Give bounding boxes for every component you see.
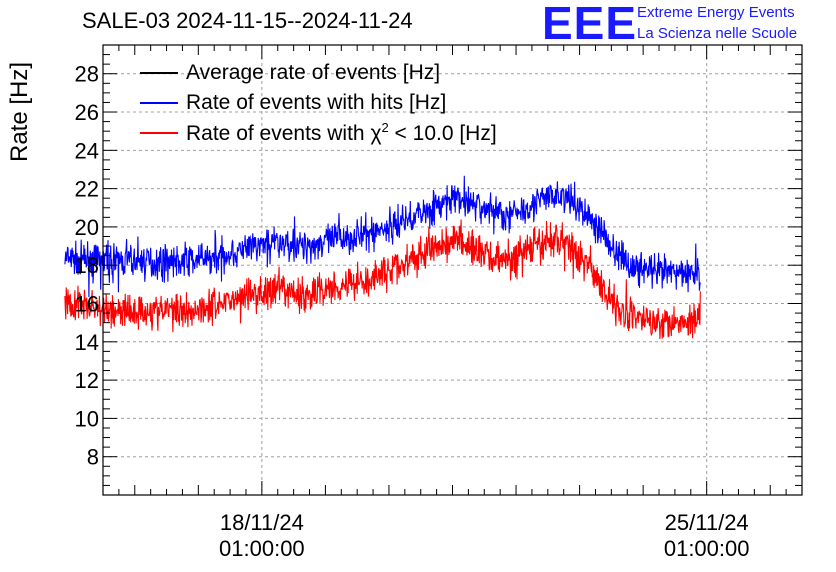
legend-label-hits: Rate of events with hits [Hz]	[186, 91, 447, 114]
grid-lines	[103, 45, 802, 495]
legend-chi-sup: 2	[381, 120, 389, 135]
y-axis-label: Rate [Hz]	[6, 61, 33, 162]
legend-label-average: Average rate of events [Hz]	[186, 61, 441, 84]
legend: Average rate of events [Hz] Rate of even…	[140, 58, 497, 148]
y-tick-label-12: 12	[75, 368, 99, 393]
y-tick-label-16: 16	[75, 292, 99, 317]
y-tick-label-14: 14	[75, 330, 99, 355]
logo-line-1: Extreme Energy Events	[637, 4, 795, 21]
y-tick-label-8: 8	[87, 445, 99, 470]
logo-line-2: La Scienza nelle Scuole	[637, 25, 798, 42]
legend-swatch-average	[140, 72, 178, 74]
series-line-2	[64, 219, 701, 340]
y-tick-label-10: 10	[75, 406, 99, 431]
y-tick-label-26: 26	[75, 100, 99, 125]
series-layer	[64, 175, 701, 340]
legend-swatch-chi2	[140, 132, 178, 134]
eee-logo-mark: EEE	[542, 0, 638, 49]
y-tick-label-22: 22	[75, 177, 99, 202]
y-tick-label-28: 28	[75, 62, 99, 87]
x-tick-label-0: 18/11/24 01:00:00	[202, 510, 322, 562]
legend-entry-hits: Rate of events with hits [Hz]	[140, 88, 497, 118]
y-tick-label-24: 24	[75, 138, 99, 163]
legend-label-chi2: Rate of events with χ2 < 10.0 [Hz]	[186, 120, 497, 146]
legend-chi-prefix: Rate of events with	[186, 122, 371, 145]
y-tick-label-18: 18	[75, 253, 99, 278]
x-tick-time: 01:00:00	[663, 536, 750, 561]
legend-entry-chi2: Rate of events with χ2 < 10.0 [Hz]	[140, 118, 497, 148]
legend-chi-symbol: χ	[370, 122, 382, 145]
axes: 8 10 12 14 16 18 20 22 24 26 28	[75, 44, 803, 496]
x-tick-time: 01:00:00	[219, 536, 305, 561]
legend-entry-average: Average rate of events [Hz]	[140, 58, 497, 88]
legend-swatch-hits	[140, 102, 178, 104]
x-tick-label-7: 25/11/24 01:00:00	[647, 510, 767, 562]
x-tick-date: 25/11/24	[664, 510, 749, 535]
y-tick-label-20: 20	[75, 215, 99, 240]
y-axis-label-wrap: Rate [Hz]	[2, 62, 33, 162]
series-line-1	[64, 175, 701, 298]
x-tick-date: 18/11/24	[219, 510, 304, 535]
legend-chi-suffix: < 10.0 [Hz]	[388, 122, 497, 145]
chart-title: SALE-03 2024-11-15--2024-11-24	[82, 8, 413, 33]
